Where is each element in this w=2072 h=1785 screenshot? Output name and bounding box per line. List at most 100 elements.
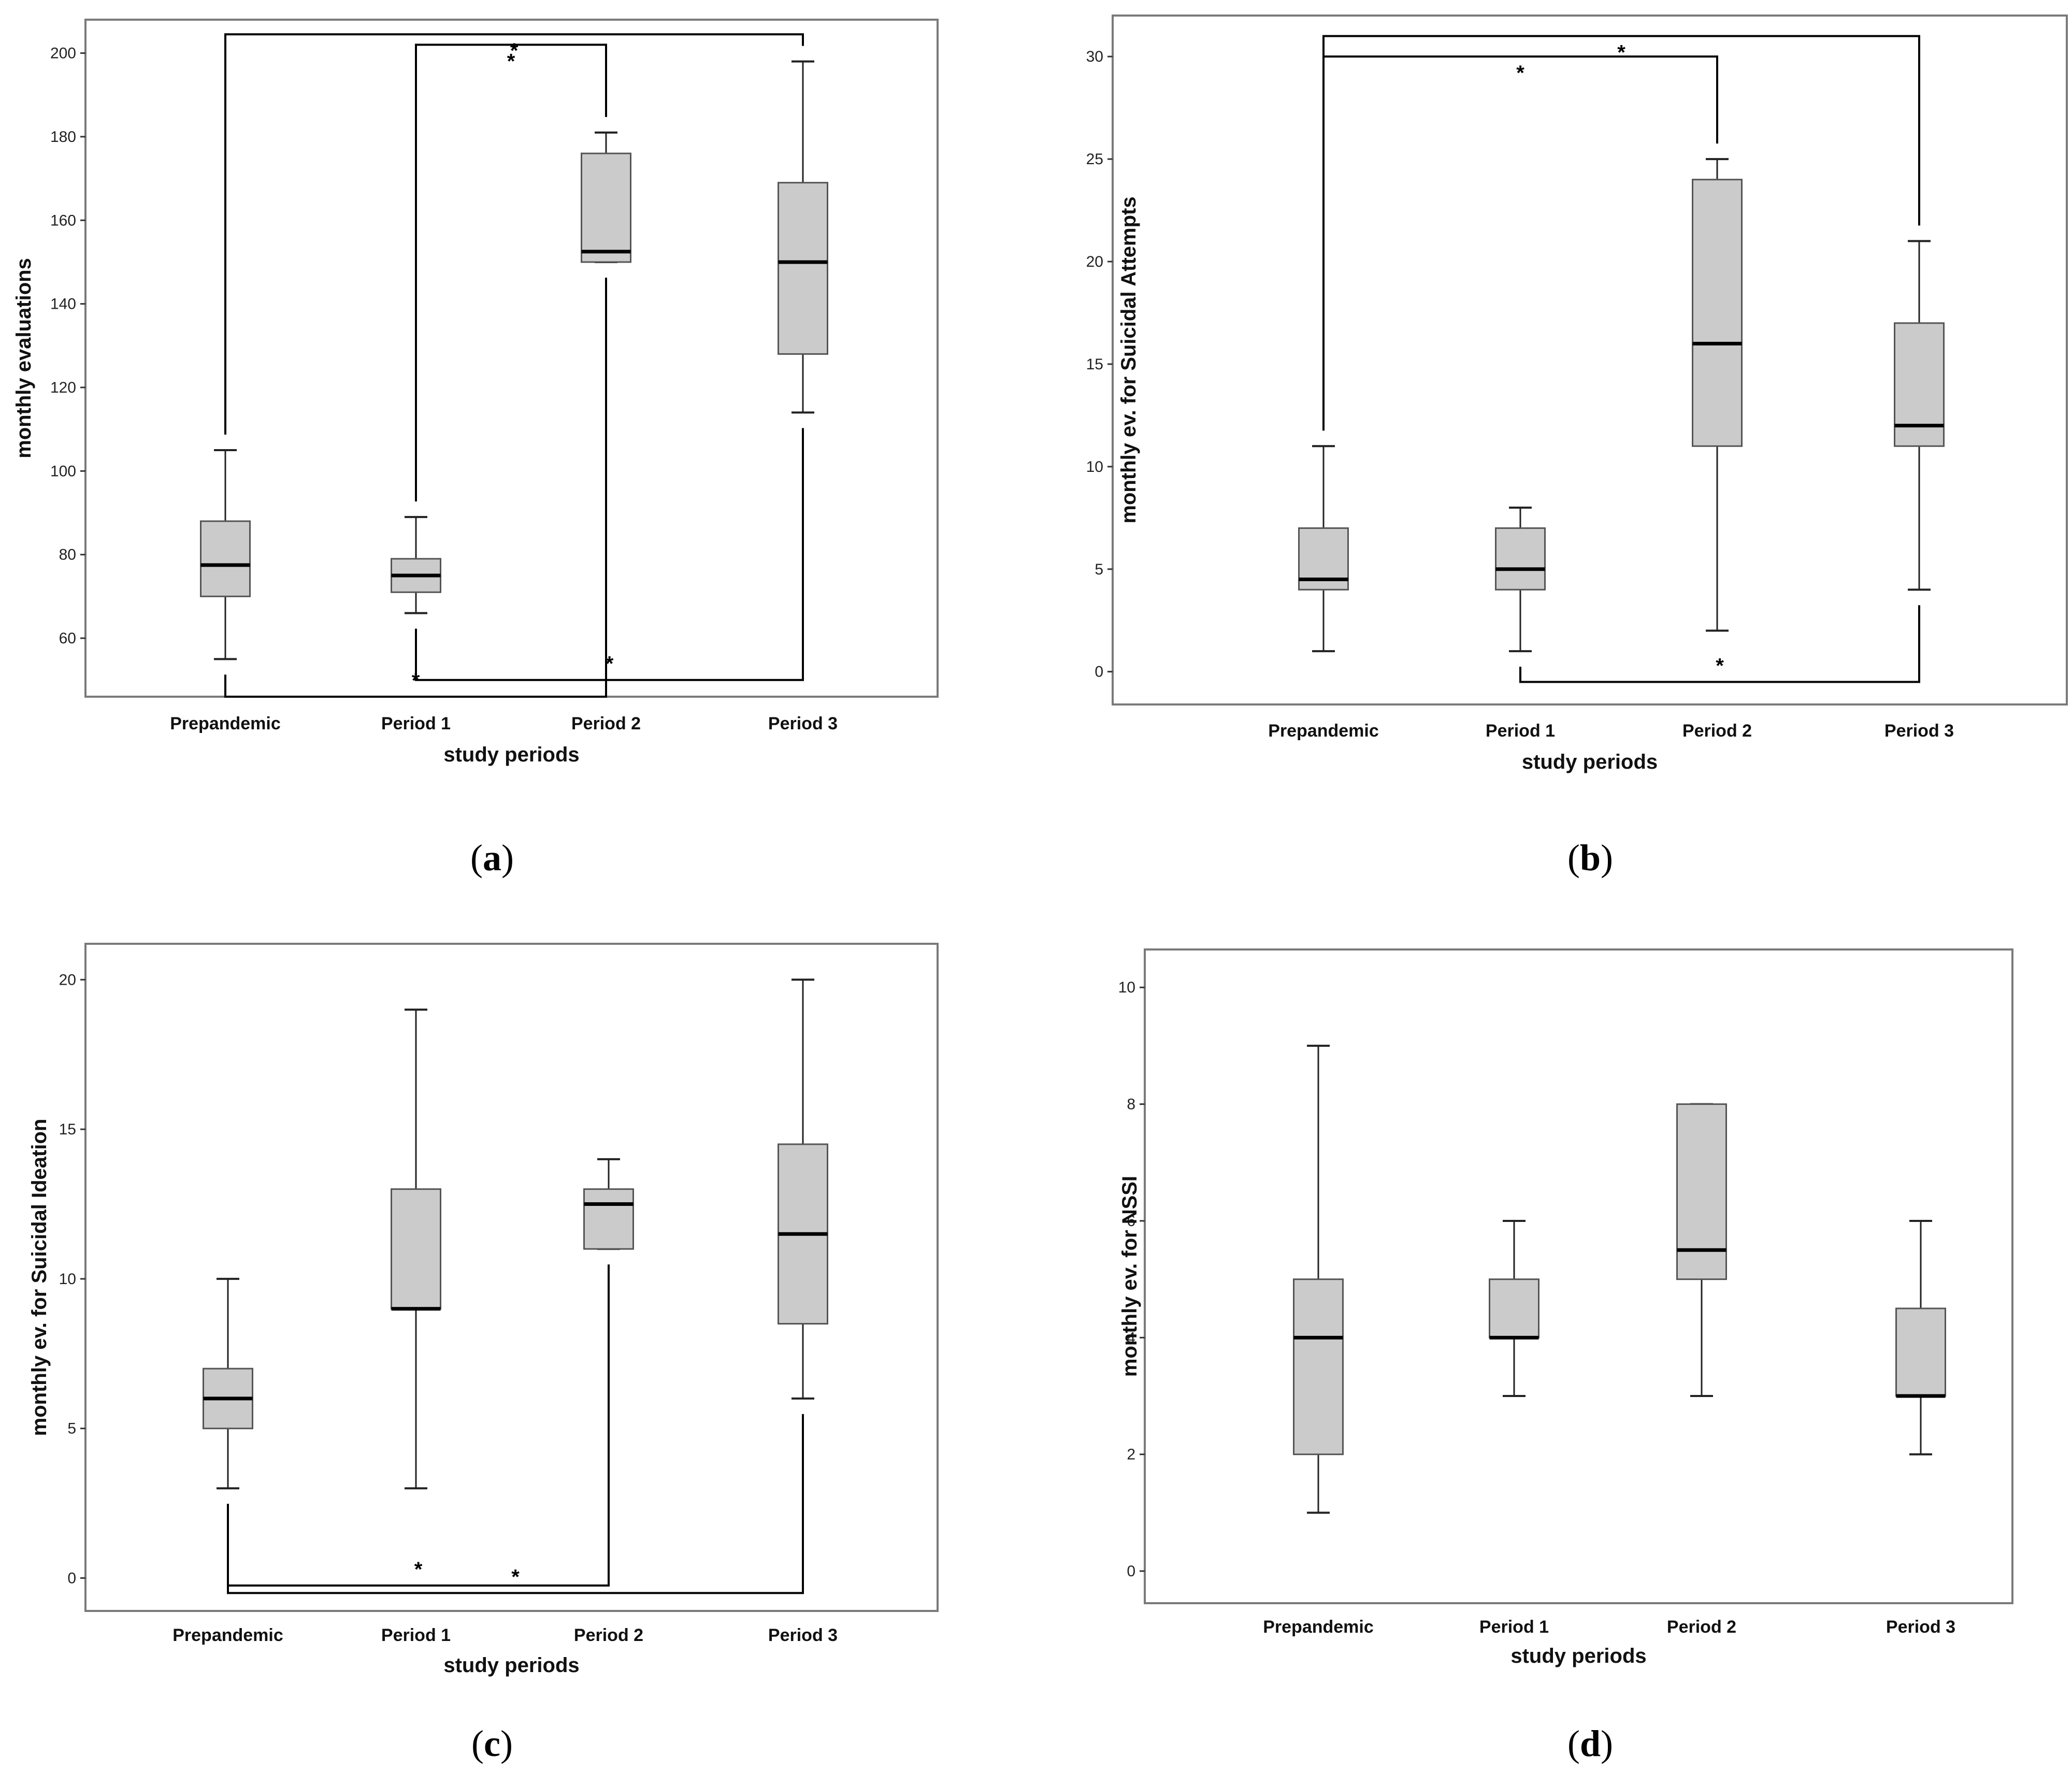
significance-bracket: * bbox=[224, 277, 607, 698]
y-tick-label: 60 bbox=[59, 630, 76, 647]
y-tick-label: 100 bbox=[50, 463, 76, 480]
significance-star: * bbox=[507, 50, 515, 73]
x-tick-label: Period 3 bbox=[768, 714, 838, 733]
y-tick-label: 8 bbox=[1127, 1096, 1135, 1113]
y-tick-label: 160 bbox=[50, 212, 76, 229]
significance-bracket: * bbox=[227, 1414, 804, 1594]
panel-label-close: ) bbox=[500, 1723, 513, 1764]
x-tick-label: Period 2 bbox=[574, 1625, 643, 1645]
box-period-1 bbox=[1495, 507, 1546, 653]
box-period-1 bbox=[391, 1009, 441, 1490]
plot-frame bbox=[84, 943, 939, 1612]
y-tick-label: 4 bbox=[1127, 1329, 1135, 1346]
y-tick-label: 2 bbox=[1127, 1446, 1135, 1463]
significance-star: * bbox=[1716, 654, 1724, 677]
y-tick-label: 15 bbox=[59, 1121, 76, 1138]
y-tick-label: 180 bbox=[50, 128, 76, 146]
x-tick-label: Period 2 bbox=[571, 714, 641, 733]
iqr-box bbox=[391, 1188, 441, 1310]
x-tick-label: Period 2 bbox=[1682, 721, 1752, 741]
box-period-2 bbox=[1692, 158, 1743, 632]
box-period-3 bbox=[1894, 240, 1945, 591]
x-tick-label: Period 1 bbox=[1479, 1617, 1549, 1637]
panel-label-open: ( bbox=[470, 837, 483, 879]
y-tick-label: 0 bbox=[1095, 664, 1103, 681]
iqr-box bbox=[1692, 179, 1743, 447]
x-tick-label: Prepandemic bbox=[170, 714, 281, 733]
panel-label-close: ) bbox=[501, 837, 514, 879]
significance-star: * bbox=[1617, 41, 1625, 64]
y-tick-label: 80 bbox=[59, 546, 76, 564]
x-axis-title: study periods bbox=[443, 1654, 579, 1677]
y-tick-label: 30 bbox=[1086, 48, 1103, 65]
x-tick-label: Period 3 bbox=[1884, 721, 1954, 741]
iqr-box bbox=[1894, 322, 1945, 447]
iqr-box bbox=[778, 182, 828, 355]
significance-bracket: * bbox=[415, 428, 804, 681]
x-axis-title: study periods bbox=[1522, 751, 1658, 773]
y-tick-label: 120 bbox=[50, 379, 76, 396]
significance-bracket: * bbox=[1322, 55, 1718, 431]
bracket-line bbox=[1519, 605, 1920, 683]
significance-star: * bbox=[412, 669, 420, 692]
bracket-line bbox=[224, 277, 607, 698]
box-period-2 bbox=[581, 131, 631, 263]
iqr-box bbox=[1895, 1307, 1946, 1397]
y-axis-title: monthly ev. for NSSI bbox=[1118, 1176, 1141, 1377]
panel-label: (c) bbox=[471, 1723, 513, 1764]
panel-label-close: ) bbox=[1601, 1723, 1613, 1764]
panel-label-letter: a bbox=[483, 837, 501, 879]
x-tick-label: Prepandemic bbox=[1263, 1617, 1374, 1637]
box-prepandemic bbox=[1293, 1044, 1344, 1514]
iqr-box bbox=[1676, 1103, 1727, 1280]
iqr-box bbox=[1489, 1278, 1539, 1338]
iqr-box bbox=[583, 1188, 634, 1250]
y-tick-label: 0 bbox=[1127, 1563, 1135, 1580]
x-tick-label: Prepandemic bbox=[1268, 721, 1379, 741]
significance-star: * bbox=[606, 653, 614, 675]
plot-frame bbox=[1112, 15, 2068, 706]
box-period-3 bbox=[778, 978, 828, 1400]
panel-label-letter: d bbox=[1580, 1723, 1601, 1764]
plot-frame bbox=[1144, 948, 2013, 1604]
y-axis-title: monthly evaluations bbox=[12, 258, 35, 458]
box-period-1 bbox=[1489, 1219, 1539, 1397]
box-prepandemic bbox=[1298, 445, 1349, 653]
box-period-3 bbox=[1895, 1219, 1946, 1456]
panel-label-open: ( bbox=[471, 1723, 484, 1764]
iqr-box bbox=[1293, 1278, 1344, 1456]
box-period-1 bbox=[391, 516, 441, 614]
panel-label: (a) bbox=[470, 837, 514, 879]
y-tick-label: 25 bbox=[1086, 151, 1103, 168]
x-axis-title: study periods bbox=[443, 743, 579, 766]
panel-b: 0 5 10 15 20 25 30 Prepandemic Period 1 Period 2 P… bbox=[1086, 15, 2068, 773]
y-tick-label: 15 bbox=[1086, 356, 1103, 373]
iqr-box bbox=[581, 152, 631, 263]
bracket-line bbox=[224, 33, 804, 435]
panel-label-letter: c bbox=[484, 1723, 500, 1764]
box-period-2 bbox=[583, 1158, 634, 1250]
panel-label: (b) bbox=[1567, 837, 1613, 879]
box-prepandemic bbox=[203, 1277, 253, 1490]
significance-bracket: * bbox=[415, 44, 607, 502]
significance-bracket: * bbox=[224, 33, 804, 435]
y-tick-label: 10 bbox=[59, 1271, 76, 1288]
y-tick-label: 140 bbox=[50, 296, 76, 313]
panel-label-open: ( bbox=[1567, 1723, 1580, 1764]
box-period-3 bbox=[778, 60, 828, 414]
x-tick-label: Period 1 bbox=[1486, 721, 1555, 741]
significance-bracket: * bbox=[1322, 35, 1920, 431]
panel-label-open: ( bbox=[1567, 837, 1580, 879]
y-tick-label: 20 bbox=[1086, 253, 1103, 270]
panel-label-close: ) bbox=[1601, 837, 1613, 879]
panel-a: 60 80 100 120 140 160 180 200 Prepandemic Period … bbox=[12, 19, 939, 766]
x-tick-label: Period 1 bbox=[381, 1625, 451, 1645]
bracket-line bbox=[415, 44, 607, 502]
significance-star: * bbox=[414, 1558, 423, 1581]
iqr-box bbox=[1495, 527, 1546, 591]
x-tick-label: Period 1 bbox=[381, 714, 451, 733]
y-tick-label: 5 bbox=[67, 1420, 76, 1437]
y-tick-label: 10 bbox=[1086, 458, 1103, 476]
significance-star: * bbox=[511, 1565, 520, 1588]
